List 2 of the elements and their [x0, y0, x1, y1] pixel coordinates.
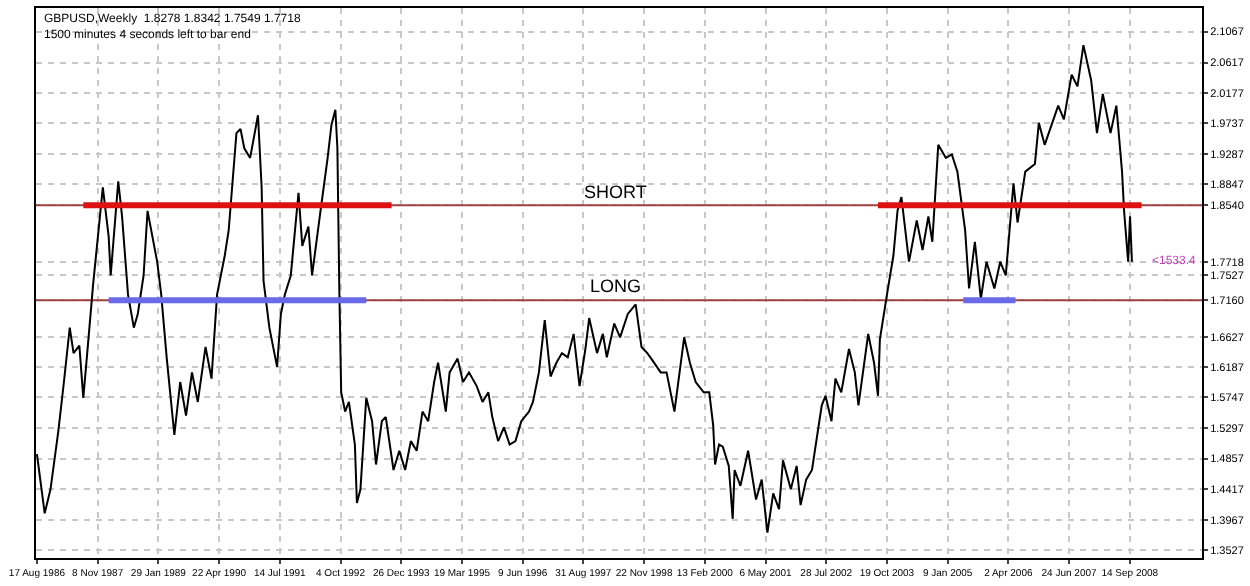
- annotation: SHORT: [584, 182, 648, 202]
- annotation: LONG: [590, 276, 642, 296]
